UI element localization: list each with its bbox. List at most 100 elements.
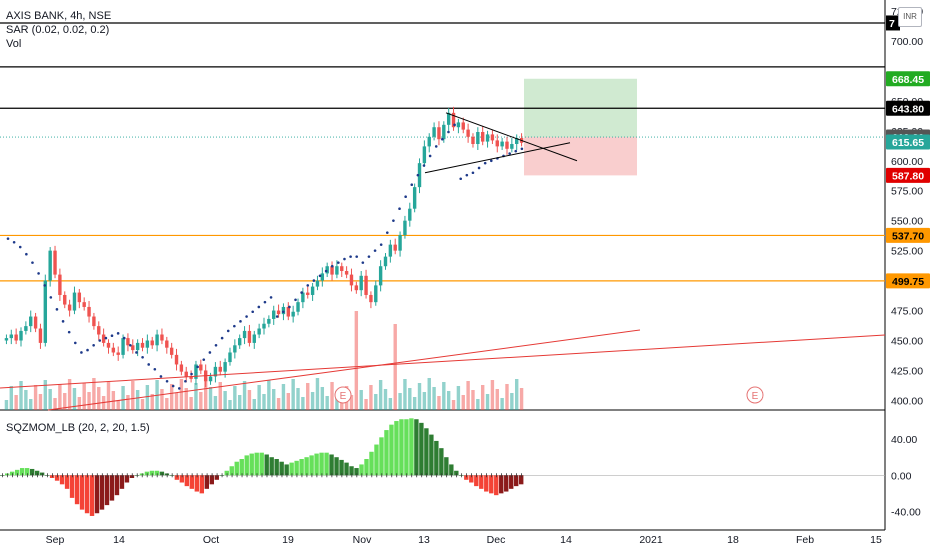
sar-dot bbox=[428, 154, 432, 158]
momentum-bar bbox=[69, 475, 75, 498]
volume-bar bbox=[505, 384, 509, 410]
momentum-bar bbox=[109, 475, 115, 501]
sar-dot bbox=[251, 310, 255, 314]
sar-dot bbox=[392, 219, 395, 222]
candle-body bbox=[9, 334, 13, 339]
momentum-bar bbox=[59, 475, 65, 485]
sar-dot bbox=[471, 171, 475, 175]
momentum-bar bbox=[329, 454, 334, 476]
candle-body bbox=[398, 235, 402, 251]
momentum-bar bbox=[284, 464, 289, 476]
sar-dot bbox=[25, 252, 28, 256]
earnings-marker-label: E bbox=[752, 391, 759, 402]
candle-body bbox=[135, 342, 140, 351]
price-tag-label: 668.45 bbox=[892, 74, 924, 86]
volume-bar bbox=[203, 378, 208, 410]
candle-body bbox=[4, 338, 9, 341]
momentum-bar bbox=[389, 424, 394, 476]
sar-dot bbox=[135, 351, 138, 354]
candle-body bbox=[461, 122, 465, 130]
volume-bar bbox=[145, 385, 150, 410]
momentum-bar bbox=[494, 475, 499, 496]
candles bbox=[4, 106, 524, 388]
earnings-marker bbox=[334, 386, 352, 404]
candle-body bbox=[92, 316, 96, 327]
candle-body bbox=[242, 330, 247, 339]
volume-bar bbox=[495, 389, 499, 410]
volume-bar bbox=[218, 382, 222, 410]
volume-bar bbox=[92, 378, 96, 410]
volume-bar bbox=[354, 311, 359, 410]
sar-dot bbox=[86, 348, 89, 352]
sar-dot bbox=[220, 336, 224, 340]
candle-body bbox=[58, 274, 62, 295]
momentum-bar bbox=[184, 475, 190, 487]
sar-dot bbox=[6, 237, 10, 240]
momentum-bar bbox=[299, 459, 304, 476]
time-tick-label: Nov bbox=[353, 534, 372, 546]
momentum-bar bbox=[414, 419, 419, 476]
volume-bar bbox=[247, 390, 252, 410]
candle-body bbox=[378, 266, 383, 286]
candle-body bbox=[480, 132, 485, 142]
momentum-bar bbox=[269, 457, 274, 476]
candle-body bbox=[169, 347, 174, 355]
momentum-bar bbox=[354, 468, 359, 476]
candle-body bbox=[344, 271, 349, 275]
price-tag bbox=[886, 227, 930, 243]
price-tick-label: 575.00 bbox=[891, 186, 923, 198]
candle-body bbox=[63, 294, 67, 305]
currency-badge[interactable]: INR bbox=[898, 7, 922, 27]
time-tick-label: 18 bbox=[727, 534, 739, 546]
volume-bar bbox=[519, 388, 524, 410]
sar-dot bbox=[177, 387, 181, 390]
sar-dot bbox=[12, 240, 16, 244]
sar-dot bbox=[196, 365, 199, 369]
momentum-bar bbox=[374, 444, 379, 476]
candle-body bbox=[325, 266, 329, 274]
candle-body bbox=[427, 136, 431, 147]
momentum-bar bbox=[479, 475, 484, 489]
momentum-bar bbox=[54, 475, 60, 481]
volume-bar bbox=[325, 396, 329, 410]
sar-dot bbox=[367, 255, 371, 258]
sar-dot bbox=[508, 152, 511, 155]
candle-body bbox=[111, 347, 116, 353]
sar-dot bbox=[288, 305, 291, 309]
momentum-tick-label: 0.00 bbox=[891, 470, 912, 482]
price-tick-label: 550.00 bbox=[891, 216, 923, 228]
sar-dot bbox=[202, 358, 206, 361]
volume-bar bbox=[296, 388, 300, 410]
volume-bar bbox=[189, 397, 193, 410]
momentum-bar bbox=[429, 434, 434, 476]
volume-bar bbox=[126, 395, 130, 410]
candle-body bbox=[38, 328, 43, 343]
candle-body bbox=[466, 129, 470, 137]
candle-body bbox=[437, 127, 441, 140]
candle-body bbox=[238, 338, 242, 346]
sar-dot bbox=[379, 243, 383, 246]
momentum-bar bbox=[349, 466, 354, 476]
sar-dot bbox=[330, 264, 334, 268]
candle-body bbox=[359, 275, 363, 291]
sar-dot bbox=[73, 341, 77, 345]
time-tick-label: 14 bbox=[560, 534, 572, 546]
momentum-bar bbox=[84, 475, 90, 514]
volume-bar bbox=[306, 383, 310, 410]
sar-dot bbox=[312, 279, 316, 282]
candle-body bbox=[247, 330, 252, 343]
candle-body bbox=[228, 352, 232, 363]
time-tick-label: 14 bbox=[113, 534, 125, 546]
price-tag-label: 615.65 bbox=[892, 137, 924, 149]
candle-body bbox=[490, 134, 495, 141]
candle-body bbox=[412, 187, 417, 209]
sar-dot bbox=[214, 343, 218, 347]
candle-body bbox=[145, 340, 150, 348]
candle-body bbox=[131, 345, 135, 351]
candle-body bbox=[417, 163, 422, 188]
volume-bar bbox=[408, 388, 412, 410]
momentum-bar bbox=[499, 475, 504, 494]
sar-dot bbox=[398, 207, 401, 210]
price-tick-label: 700.00 bbox=[891, 36, 923, 48]
